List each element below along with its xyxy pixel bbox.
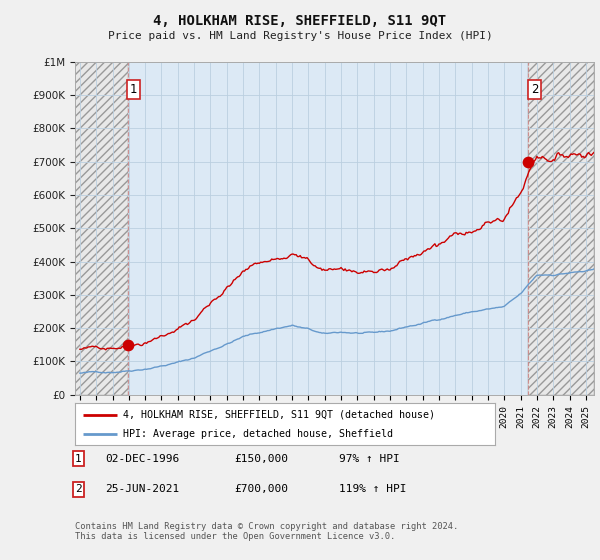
Text: 25-JUN-2021: 25-JUN-2021 xyxy=(105,484,179,494)
Text: 02-DEC-1996: 02-DEC-1996 xyxy=(105,454,179,464)
Text: Contains HM Land Registry data © Crown copyright and database right 2024.
This d: Contains HM Land Registry data © Crown c… xyxy=(75,522,458,542)
Text: £150,000: £150,000 xyxy=(234,454,288,464)
Text: 2: 2 xyxy=(75,484,82,494)
Text: HPI: Average price, detached house, Sheffield: HPI: Average price, detached house, Shef… xyxy=(124,429,394,439)
Text: 4, HOLKHAM RISE, SHEFFIELD, S11 9QT: 4, HOLKHAM RISE, SHEFFIELD, S11 9QT xyxy=(154,14,446,28)
Text: Price paid vs. HM Land Registry's House Price Index (HPI): Price paid vs. HM Land Registry's House … xyxy=(107,31,493,41)
Text: 4, HOLKHAM RISE, SHEFFIELD, S11 9QT (detached house): 4, HOLKHAM RISE, SHEFFIELD, S11 9QT (det… xyxy=(124,410,436,420)
Bar xyxy=(75,62,128,395)
Bar xyxy=(529,62,594,395)
Text: 1: 1 xyxy=(75,454,82,464)
Point xyxy=(524,157,533,166)
Text: 1: 1 xyxy=(130,83,137,96)
Text: 119% ↑ HPI: 119% ↑ HPI xyxy=(339,484,407,494)
Point xyxy=(123,340,133,349)
Text: 97% ↑ HPI: 97% ↑ HPI xyxy=(339,454,400,464)
Text: £700,000: £700,000 xyxy=(234,484,288,494)
Text: 2: 2 xyxy=(531,83,538,96)
